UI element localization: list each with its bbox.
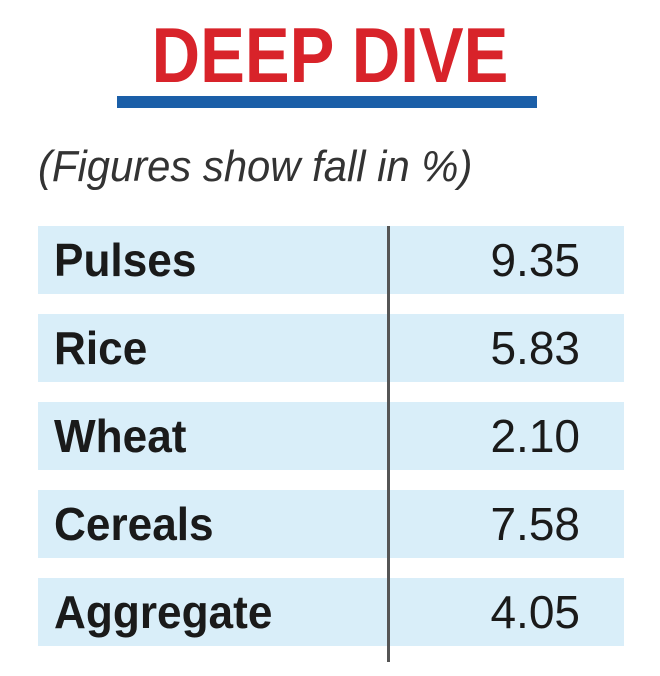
column-divider (387, 226, 390, 662)
row-value: 7.58 (490, 498, 580, 550)
table-row: Pulses 9.35 (38, 226, 624, 294)
row-label: Wheat (54, 410, 187, 462)
row-label: Aggregate (54, 586, 273, 638)
table-row: Cereals 7.58 (38, 490, 624, 558)
chart-title: DEEP DIVE (151, 11, 509, 99)
title-underline (117, 96, 537, 108)
row-value: 4.05 (490, 586, 580, 638)
row-value: 2.10 (490, 410, 580, 462)
row-label: Cereals (54, 498, 214, 550)
chart-subtitle: (Figures show fall in %) (38, 142, 473, 191)
data-table: Pulses 9.35 Rice 5.83 Wheat 2.10 Cereals… (38, 226, 624, 646)
table-row: Aggregate 4.05 (38, 578, 624, 646)
row-label: Pulses (54, 234, 197, 286)
row-label: Rice (54, 322, 148, 374)
table-row: Rice 5.83 (38, 314, 624, 382)
row-value: 5.83 (490, 322, 580, 374)
row-value: 9.35 (490, 234, 580, 286)
table-row: Wheat 2.10 (38, 402, 624, 470)
